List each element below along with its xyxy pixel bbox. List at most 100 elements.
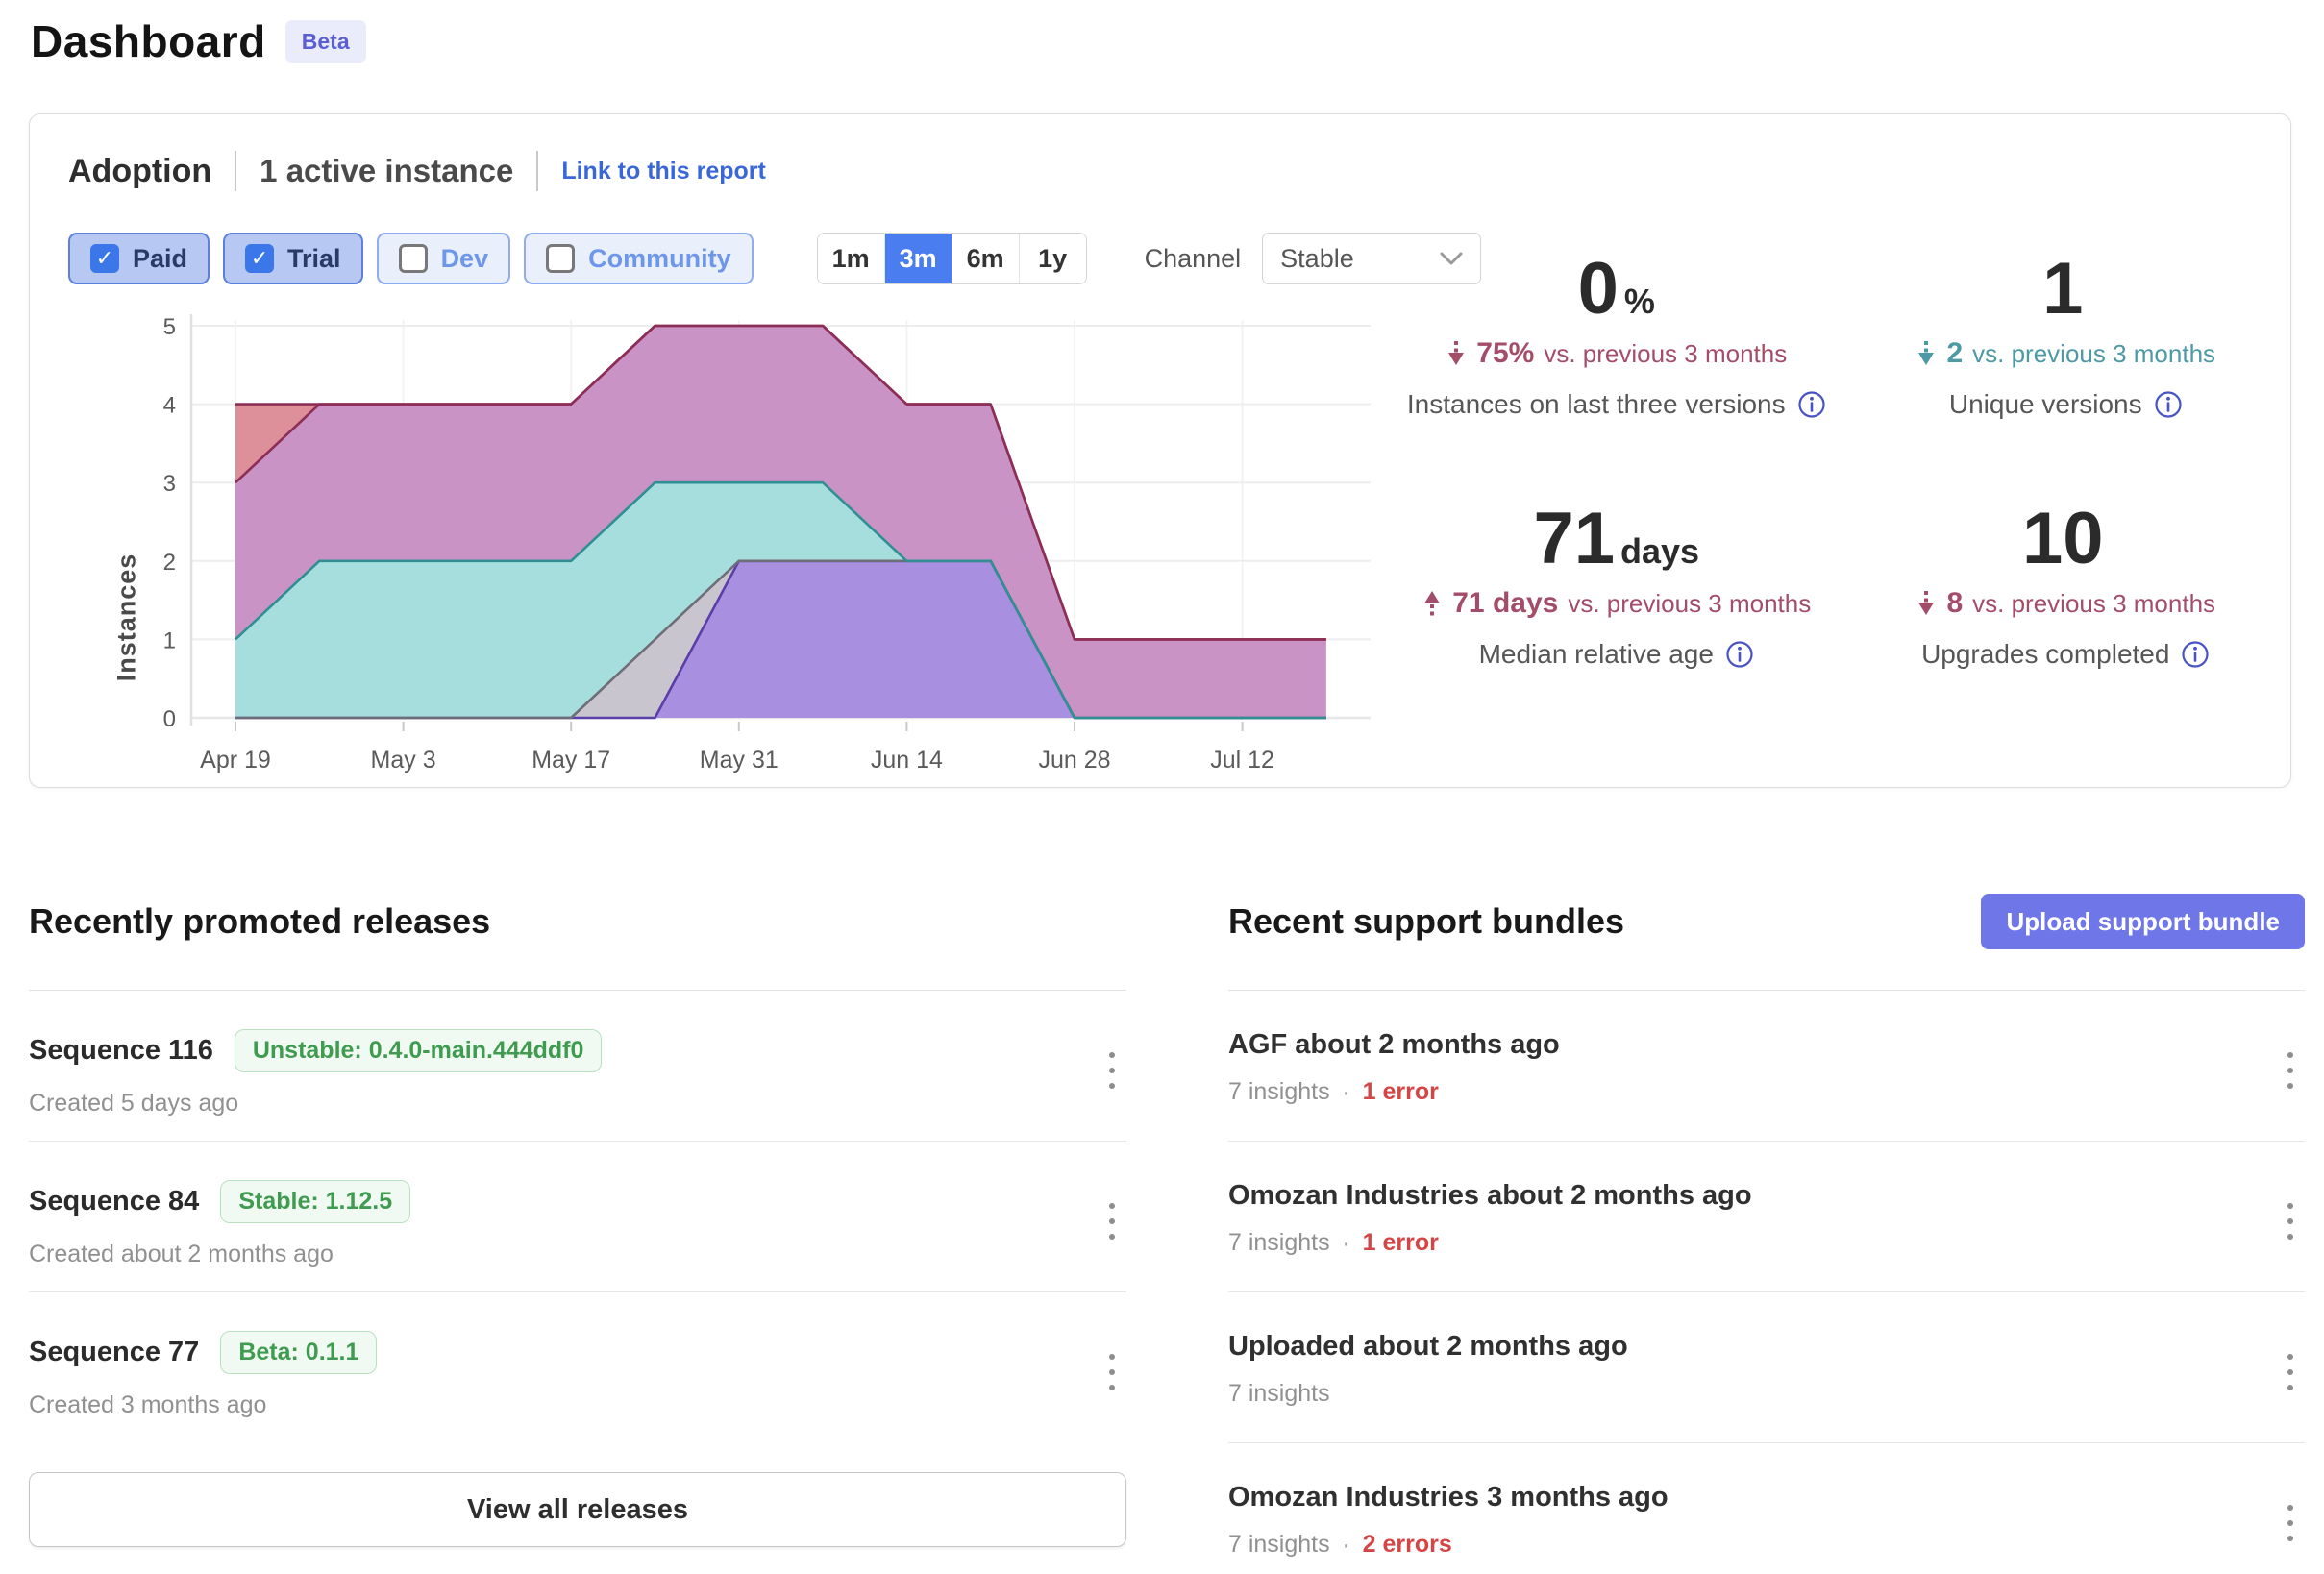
stat-label: Unique versions (1856, 389, 2277, 420)
bundle-title: Omozan Industries about 2 months ago (1228, 1180, 1752, 1211)
bundle-title: Omozan Industries 3 months ago (1228, 1482, 1669, 1513)
channel-select[interactable]: Stable (1262, 233, 1482, 284)
releases-heading: Recently promoted releases (29, 901, 491, 941)
header-divider (536, 151, 539, 191)
stat-value: 0% (1577, 248, 1655, 330)
kebab-menu-icon[interactable] (1105, 1048, 1119, 1093)
info-icon[interactable] (2154, 390, 2183, 419)
time-range-group: 1m 3m 6m 1y (816, 233, 1087, 284)
kebab-menu-icon[interactable] (1105, 1199, 1119, 1243)
releases-header: Recently promoted releases (29, 892, 1126, 951)
svg-text:2: 2 (163, 550, 176, 576)
time-range-button[interactable]: 1m (817, 234, 885, 283)
info-icon[interactable] (1797, 390, 1826, 419)
release-name: Sequence 84 (29, 1186, 200, 1217)
chevron-down-icon (1440, 252, 1463, 265)
channel-label: Channel (1144, 243, 1242, 273)
kebab-menu-icon[interactable] (2284, 1350, 2297, 1394)
support-bundle-row: Omozan Industries 3 months ago 7 insight… (1228, 1443, 2305, 1574)
kebab-menu-icon[interactable] (2284, 1048, 2297, 1093)
info-icon[interactable] (1725, 640, 1754, 669)
time-range-button[interactable]: 3m (884, 234, 952, 283)
release-channel-tag: Beta: 0.1.1 (220, 1331, 378, 1374)
bundles-heading: Recent support bundles (1228, 901, 1625, 941)
bundle-insights: 7 insights (1228, 1531, 1330, 1558)
checkbox-icon: ✓ (90, 244, 119, 273)
release-created: Created about 2 months ago (29, 1241, 334, 1267)
license-filter-checkbox[interactable]: ✓ Trial (223, 233, 363, 284)
bundle-insights: 7 insights (1228, 1229, 1330, 1256)
svg-text:Jul 12: Jul 12 (1210, 747, 1274, 774)
channel-select-value: Stable (1280, 243, 1354, 273)
release-channel-tag: Stable: 1.12.5 (220, 1180, 411, 1223)
time-range-button[interactable]: 6m (952, 234, 1020, 283)
stat-label: Upgrades completed (1856, 639, 2277, 670)
support-bundles-section: Recent support bundles Upload support bu… (1228, 892, 2305, 1574)
header-divider (235, 151, 237, 191)
adoption-stat: 0% 75% vs. previous 3 months Instances on… (1406, 253, 1827, 420)
support-bundle-row: AGF about 2 months ago 7 insights · 1 er… (1228, 991, 2305, 1142)
stat-delta: 75% vs. previous 3 months (1406, 337, 1827, 370)
adoption-stat: 10 8 vs. previous 3 months Upgrades compl… (1856, 503, 2277, 670)
svg-text:0: 0 (163, 706, 176, 732)
report-link[interactable]: Link to this report (561, 157, 766, 184)
license-filter-checkbox[interactable]: Community (524, 233, 754, 284)
adoption-area-chart: 0 1 2 3 4 5 Apr 19 May 3 May 17 May 31 Jun 14 Jun 2… (163, 314, 1371, 774)
beta-badge: Beta (284, 19, 366, 63)
adoption-card: Adoption 1 active instance Link to this … (29, 113, 2291, 788)
adoption-stats: 0% 75% vs. previous 3 months Instances on… (1406, 253, 2276, 670)
filter-label: Dev (440, 243, 489, 273)
adoption-title: Adoption (68, 152, 212, 189)
svg-text:May 3: May 3 (371, 747, 436, 774)
svg-text:May 17: May 17 (532, 747, 610, 774)
upload-support-bundle-button[interactable]: Upload support bundle (1981, 894, 2305, 949)
active-instance-count: 1 active instance (260, 153, 514, 188)
kebab-menu-icon[interactable] (2284, 1199, 2297, 1243)
kebab-menu-icon[interactable] (2284, 1501, 2297, 1545)
bundle-title: AGF about 2 months ago (1228, 1029, 1560, 1060)
svg-text:5: 5 (163, 314, 176, 340)
stat-delta: 71 days vs. previous 3 months (1406, 587, 1827, 620)
section-divider (1228, 990, 2305, 991)
filter-label: Community (588, 243, 731, 273)
svg-text:Jun 28: Jun 28 (1038, 747, 1110, 774)
svg-text:1: 1 (163, 627, 176, 653)
release-row: Sequence 116 Unstable: 0.4.0-main.444ddf… (29, 991, 1126, 1142)
release-created: Created 3 months ago (29, 1391, 267, 1418)
page-title: Dashboard (31, 16, 266, 66)
svg-text:Jun 14: Jun 14 (871, 747, 943, 774)
stat-delta: 2 vs. previous 3 months (1856, 337, 2277, 370)
adoption-card-header: Adoption 1 active instance Link to this … (68, 151, 766, 191)
releases-section: Recently promoted releases Sequence 116 … (29, 892, 1126, 1547)
stat-value: 71 days (1533, 498, 1700, 579)
filter-label: Trial (287, 243, 341, 273)
bundle-insights: 7 insights (1228, 1380, 1330, 1407)
stat-value: 1 (2042, 248, 2084, 330)
svg-text:Apr 19: Apr 19 (200, 747, 271, 774)
bundles-header: Recent support bundles Upload support bu… (1228, 892, 2305, 951)
view-all-releases-button[interactable]: View all releases (29, 1472, 1126, 1547)
license-filters: ✓ Paid ✓ Trial Dev Community (68, 233, 767, 284)
kebab-menu-icon[interactable] (1105, 1350, 1119, 1394)
checkbox-icon: ✓ (245, 244, 275, 273)
bundle-errors: 1 error (1362, 1078, 1439, 1105)
filter-label: Paid (133, 243, 188, 273)
bundle-title: Uploaded about 2 months ago (1228, 1331, 1628, 1362)
info-icon[interactable] (2181, 640, 2210, 669)
license-filter-checkbox[interactable]: Dev (376, 233, 511, 284)
release-list: Sequence 116 Unstable: 0.4.0-main.444ddf… (29, 991, 1126, 1443)
release-row: Sequence 77 Beta: 0.1.1 Created 3 months… (29, 1292, 1126, 1443)
time-range-button[interactable]: 1y (1019, 234, 1086, 283)
svg-text:3: 3 (163, 471, 176, 497)
support-bundle-row: Uploaded about 2 months ago 7 insights (1228, 1292, 2305, 1443)
trend-arrow-icon (1918, 591, 1935, 615)
license-filter-checkbox[interactable]: ✓ Paid (68, 233, 210, 284)
page-header: Dashboard Beta (31, 15, 366, 67)
stat-value: 10 (2021, 498, 2104, 579)
svg-text:4: 4 (163, 393, 176, 419)
bundle-list: AGF about 2 months ago 7 insights · 1 er… (1228, 991, 2305, 1574)
section-divider (29, 990, 1126, 991)
bundle-errors: 1 error (1362, 1229, 1439, 1256)
checkbox-icon (546, 244, 576, 273)
bundle-insights: 7 insights (1228, 1078, 1330, 1105)
